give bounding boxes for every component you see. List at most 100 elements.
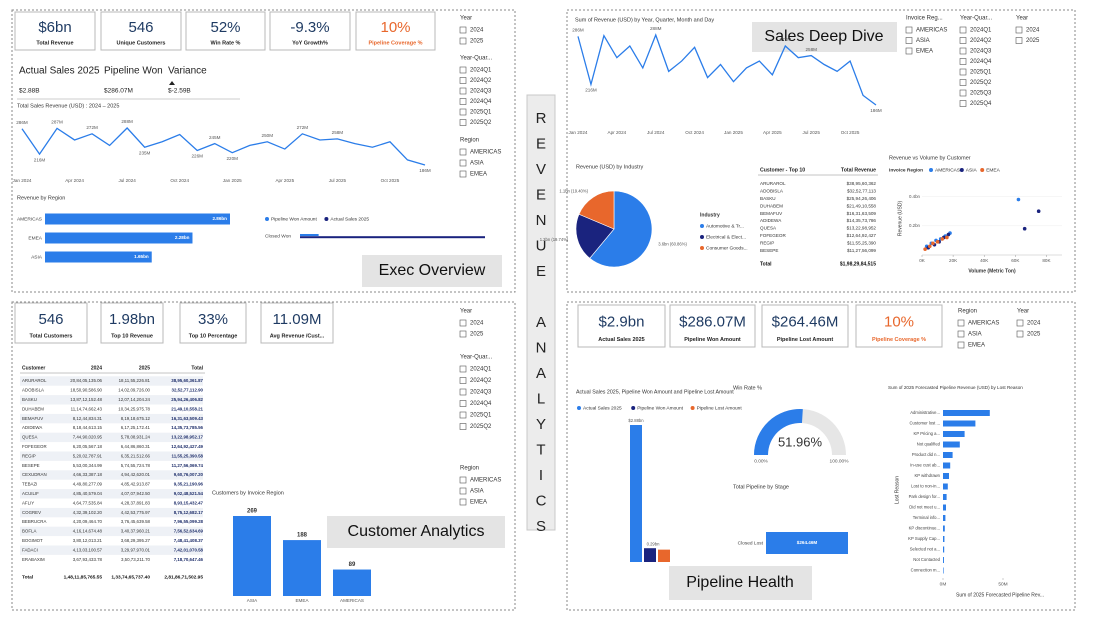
slicer-checkbox[interactable] <box>459 319 467 327</box>
slicer-checkbox[interactable] <box>459 170 467 178</box>
slicer-option[interactable]: 2024Q2 <box>970 38 992 44</box>
slicer-option[interactable]: AMERICAS <box>470 478 501 484</box>
slicer-checkbox[interactable] <box>959 47 967 55</box>
variance-header: Actual Sales 2025 <box>19 66 100 77</box>
slicer-option[interactable]: 2025Q1 <box>470 413 492 419</box>
slicer-option[interactable]: 2025Q1 <box>470 110 492 116</box>
slicer-checkbox[interactable] <box>459 487 467 495</box>
legend-label: Pipeline Lost Amount <box>697 405 743 411</box>
slicer-checkbox[interactable] <box>957 330 965 338</box>
x-tick-label: Jan 2025 <box>223 178 242 183</box>
slicer-option[interactable]: 2025Q1 <box>970 70 992 76</box>
slicer-option[interactable]: EMEA <box>968 343 985 349</box>
slicer-option[interactable]: 2024Q2 <box>470 78 492 84</box>
slicer-option[interactable]: 2024Q1 <box>470 367 492 373</box>
table-header: Total <box>191 365 203 371</box>
slicer-checkbox[interactable] <box>459 365 467 373</box>
data-label: 286M <box>16 120 28 125</box>
slicer-checkbox[interactable] <box>459 87 467 95</box>
slicer-option[interactable]: AMERICAS <box>470 150 501 156</box>
data-label: 258M <box>805 47 817 52</box>
slicer-option[interactable]: 2025Q2 <box>470 424 492 430</box>
slicer-option[interactable]: ASIA <box>470 489 484 495</box>
slice <box>589 190 653 268</box>
slicer-checkbox[interactable] <box>459 377 467 384</box>
slicer-option[interactable]: 2024Q2 <box>470 378 492 384</box>
slicer-checkbox[interactable] <box>959 68 967 76</box>
slicer-option[interactable]: EMEA <box>470 500 487 506</box>
slicer-checkbox[interactable] <box>905 47 913 55</box>
slicer-option[interactable]: 2025 <box>1026 38 1040 44</box>
slicer-checkbox[interactable] <box>905 37 913 44</box>
slicer-checkbox[interactable] <box>459 423 467 430</box>
slicer-option[interactable]: 2024Q3 <box>470 390 492 396</box>
slicer-checkbox[interactable] <box>459 98 467 105</box>
slicer-option[interactable]: ASIA <box>968 332 982 338</box>
slicer-checkbox[interactable] <box>959 26 967 34</box>
slicer-option[interactable]: AMERICAS <box>916 28 947 34</box>
slicer-checkbox[interactable] <box>959 79 967 86</box>
slicer-checkbox[interactable] <box>1016 330 1024 338</box>
slicer-checkbox[interactable] <box>1015 37 1023 44</box>
bar <box>943 525 945 532</box>
slicer-option[interactable]: 2024 <box>1027 321 1041 327</box>
slicer-option[interactable]: 2024 <box>470 28 484 34</box>
slicer-option[interactable]: 2024 <box>1026 28 1040 34</box>
slicer-option[interactable]: 2024Q1 <box>470 68 492 74</box>
slicer-option[interactable]: EMEA <box>470 172 487 178</box>
table-header: 2025 <box>139 365 150 371</box>
legend-title: Invoice Region <box>889 167 923 173</box>
slicer-checkbox[interactable] <box>905 26 913 34</box>
slicer-checkbox[interactable] <box>459 66 467 74</box>
slicer-checkbox[interactable] <box>459 108 467 116</box>
slicer-checkbox[interactable] <box>959 100 967 107</box>
chart-title: Revenue vs Volume by Customer <box>889 155 971 161</box>
slicer-option[interactable]: 2025 <box>470 332 484 338</box>
slicer-title: Region <box>460 466 479 472</box>
category-label: Did not meet u... <box>909 505 940 510</box>
slicer-option[interactable]: 2024 <box>470 321 484 327</box>
slicer-option[interactable]: 2025Q4 <box>970 101 992 107</box>
table-cell: 4,64,77,535.84 <box>73 500 103 505</box>
slicer-option[interactable]: 2024Q4 <box>470 99 492 105</box>
slicer-option[interactable]: 2025Q2 <box>470 120 492 126</box>
slicer-option[interactable]: 2025Q3 <box>970 91 992 97</box>
slicer-checkbox[interactable] <box>959 37 967 44</box>
table-cell: 5,78,08,931.24 <box>121 435 151 440</box>
slicer-checkbox[interactable] <box>459 148 467 156</box>
slicer-checkbox[interactable] <box>459 26 467 34</box>
slicer-option[interactable]: 2024Q3 <box>470 89 492 95</box>
slicer-option[interactable]: 2025 <box>1027 332 1041 338</box>
slicer-option[interactable]: ASIA <box>470 161 484 167</box>
table-cell: 14,35,73,785.56 <box>171 425 203 430</box>
slicer-checkbox[interactable] <box>459 498 467 506</box>
slicer-checkbox[interactable] <box>459 388 467 396</box>
slicer-checkbox[interactable] <box>459 77 467 84</box>
slicer-checkbox[interactable] <box>959 89 967 97</box>
slicer-checkbox[interactable] <box>957 341 965 349</box>
slicer-option[interactable]: AMERICAS <box>968 321 999 327</box>
slicer-option[interactable]: 2025Q2 <box>970 80 992 86</box>
slicer-checkbox[interactable] <box>459 37 467 45</box>
slicer-option[interactable]: 2024Q4 <box>970 59 992 65</box>
slicer-option[interactable]: ASIA <box>916 38 930 44</box>
slicer-checkbox[interactable] <box>957 319 965 327</box>
table-cell: 12,07,14,204.24 <box>118 397 150 402</box>
slicer-checkbox[interactable] <box>1015 26 1023 34</box>
kpi-value: 546 <box>128 19 153 36</box>
slicer-checkbox[interactable] <box>459 159 467 167</box>
slicer-checkbox[interactable] <box>459 119 467 126</box>
slicer-option[interactable]: 2025 <box>470 39 484 45</box>
slicer-checkbox[interactable] <box>959 58 967 65</box>
table-cell: ERABAXIM <box>22 557 45 562</box>
slicer-option[interactable]: EMEA <box>916 49 933 55</box>
slicer-checkbox[interactable] <box>459 411 467 419</box>
kpi-value: 52% <box>210 19 240 36</box>
slicer-checkbox[interactable] <box>459 476 467 484</box>
slicer-option[interactable]: 2024Q3 <box>970 49 992 55</box>
slicer-checkbox[interactable] <box>459 400 467 407</box>
slicer-option[interactable]: 2024Q1 <box>970 28 992 34</box>
slicer-checkbox[interactable] <box>459 330 467 338</box>
slicer-checkbox[interactable] <box>1016 319 1024 327</box>
slicer-option[interactable]: 2024Q4 <box>470 401 492 407</box>
